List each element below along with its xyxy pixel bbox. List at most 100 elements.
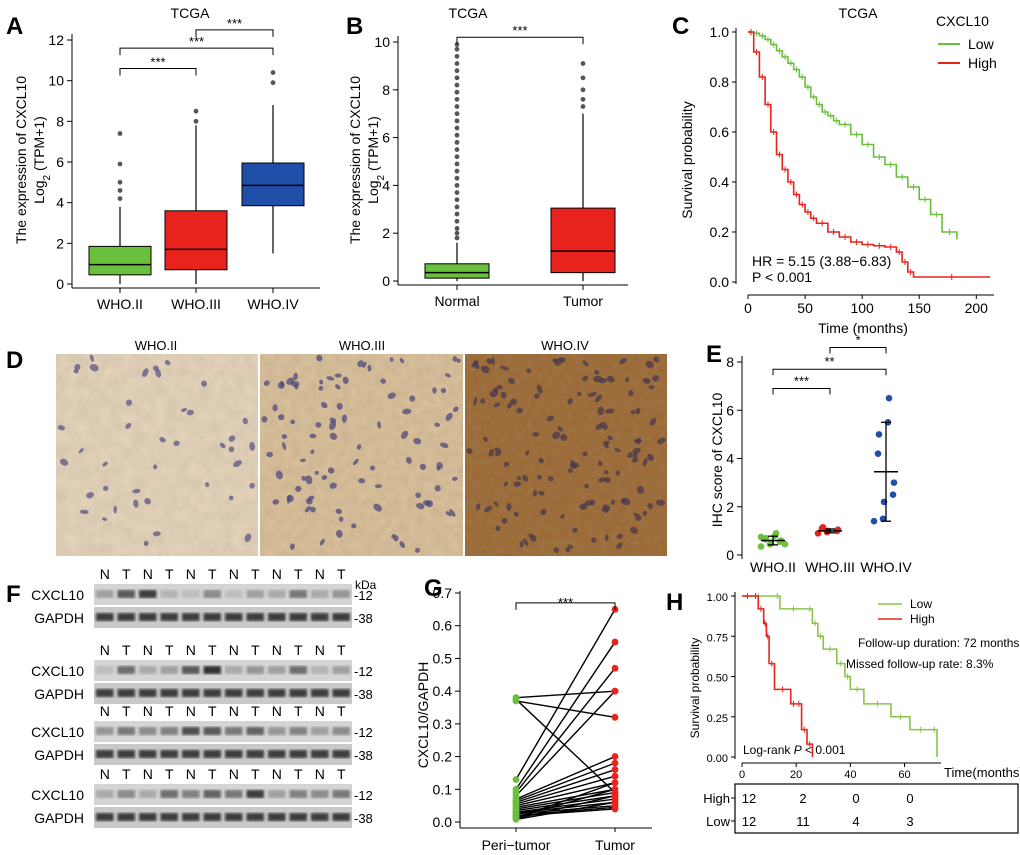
panel-g-point-tumor (611, 779, 619, 787)
panelB-outlier (454, 75, 460, 81)
micrograph-nucleus (89, 354, 94, 362)
micrograph-nucleus (152, 365, 159, 371)
micrograph-nucleus (290, 380, 300, 387)
micrograph-nucleus (493, 387, 499, 393)
panel-f-band (203, 590, 221, 598)
panelB-outlier (580, 96, 586, 102)
micrograph-nucleus (475, 503, 481, 511)
panel-g-ytick-label: 0.0 (433, 814, 453, 830)
micrograph-nucleus (632, 447, 641, 454)
panel-e-scatter: IHC score of CXCL10 0 2 4 6 8 WHO.II WHO.III WH… (709, 333, 912, 575)
micrograph-nucleus (648, 385, 655, 390)
micrograph-nucleus (630, 526, 638, 535)
panelB-outlier (454, 139, 460, 145)
micrograph-nucleus (519, 541, 524, 548)
panel-g-pair-line (515, 768, 616, 804)
micrograph-nucleus (342, 376, 349, 384)
micrograph-nucleus (228, 435, 236, 442)
panel-f-band (311, 613, 329, 621)
panel-f-band (182, 689, 200, 697)
panel-f-band (268, 613, 286, 621)
panel-f-lane-label: T (337, 642, 346, 658)
panel-f-lane-label: T (122, 642, 131, 658)
micrograph-nucleus (402, 408, 412, 415)
micrograph-nucleus (560, 514, 565, 519)
panel-f-lane-label: T (294, 566, 303, 582)
panel-f-band (139, 790, 157, 798)
panel-f-lane-label: T (208, 703, 217, 719)
panelC-xtick-label: 200 (965, 300, 989, 316)
micrograph-nucleus (356, 444, 362, 450)
micrograph-nucleus (508, 377, 516, 385)
panel-f-band (246, 613, 264, 621)
micrograph-nucleus (319, 538, 325, 546)
panelB-outlier (454, 197, 460, 203)
panelB-ytick-label: 10 (374, 34, 390, 50)
panel-f-blot-strip (94, 584, 352, 605)
panel-f-band (96, 689, 114, 697)
panel-f-lane-label: T (165, 766, 174, 782)
panel-g-ytick-label: 0.6 (433, 618, 453, 634)
panel-labels: A B C D E F G H (6, 13, 722, 616)
panelH-ytick-label: 0.75 (707, 632, 728, 644)
micrograph-nucleus (605, 534, 609, 542)
panel-g-paired: CXCL10/GAPDH 0.0 0.1 0.2 0.3 0.4 0.5 0.6 0.7 Per… (415, 585, 652, 853)
micrograph-nucleus (616, 542, 623, 550)
panel-f-blot-strip (94, 784, 352, 805)
micrograph-nucleus (647, 502, 654, 510)
panel-e-point (814, 529, 822, 537)
panel-h-risk-row-label: High (703, 791, 730, 806)
panel-f-band (160, 727, 178, 735)
panelA-outlier (117, 161, 123, 167)
panel-b-title: TCGA (449, 5, 489, 21)
panel-e-significance-bracket (829, 347, 887, 354)
panelB-ytick-label: 4 (382, 177, 390, 193)
micrograph-nucleus (516, 407, 524, 414)
panelH-xtick-label: 0 (739, 769, 745, 781)
micrograph-nucleus (625, 376, 630, 383)
panel-g-point-tumor (611, 753, 619, 760)
panelB-outlier (454, 111, 460, 117)
panelH-ytick-label: 1.00 (707, 592, 728, 604)
micrograph-nucleus (632, 451, 638, 461)
panel-h-legend-low: Low (910, 597, 932, 611)
panel-c-p: P < 0.001 (752, 269, 812, 285)
micrograph-nucleus (228, 495, 234, 501)
panel-a-ylabel-line2: Log2 (TPM+1) (31, 116, 53, 204)
panel-h-risk-count: 4 (852, 814, 859, 829)
panel-g-ytick-label: 0.7 (433, 585, 453, 601)
micrograph-nucleus (621, 497, 626, 504)
micrograph-nucleus (572, 527, 578, 533)
micrograph-nucleus (449, 508, 456, 517)
micrograph-nucleus (436, 462, 443, 469)
panelB-box-0 (424, 263, 490, 279)
panelC-xtick-label: 50 (797, 300, 813, 316)
micrograph-nucleus (335, 529, 343, 538)
panel-f-band (182, 813, 200, 821)
micrograph-nucleus (495, 525, 501, 532)
panel-g-pair-line (515, 775, 616, 805)
micrograph-nucleus (604, 469, 609, 475)
panel-g-ytick-label: 0.4 (433, 683, 453, 699)
panel-g-pair-line (515, 762, 616, 802)
panel-g-point-tumor (611, 713, 619, 721)
panel-f-lane-label: N (100, 566, 110, 582)
micrograph-nucleus (628, 390, 634, 397)
micrograph-nucleus (102, 485, 109, 492)
micrograph-nucleus (263, 380, 270, 387)
micrograph-nucleus (510, 398, 517, 406)
panel-g-point-tumor (611, 805, 619, 813)
panel-f-lane-label: T (251, 703, 260, 719)
micrograph-nucleus (525, 450, 530, 456)
panel-f-lane-label: T (251, 766, 260, 782)
panel-f-band (289, 613, 307, 621)
panel-f-lane-label: N (229, 766, 239, 782)
panel-d-title-who3: WHO.III (339, 338, 385, 353)
panel-f-lane-label: T (165, 566, 174, 582)
panel-f-band (203, 813, 221, 821)
panel-g-pair-line (515, 782, 616, 819)
panel-f-lane-label: T (208, 766, 217, 782)
panel-f-band (182, 750, 200, 758)
panel-f-lane-label: N (186, 566, 196, 582)
panelB-outlier (454, 118, 460, 124)
